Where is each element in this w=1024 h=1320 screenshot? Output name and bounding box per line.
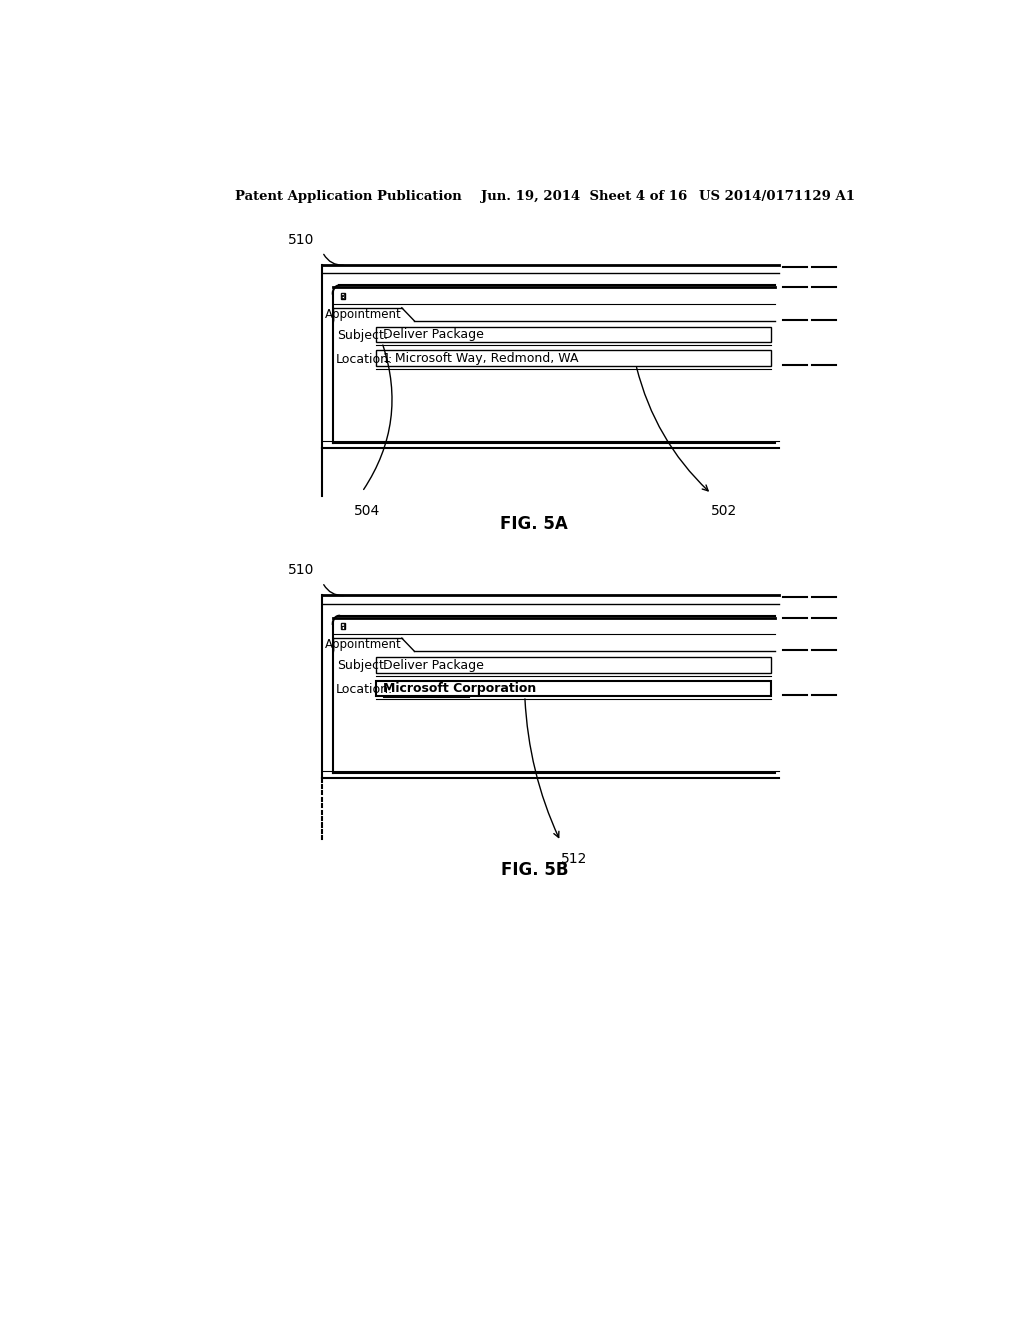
Text: 510: 510	[288, 232, 314, 247]
Bar	[341, 623, 345, 630]
Bar	[377, 327, 771, 342]
Text: US 2014/0171129 A1: US 2014/0171129 A1	[699, 190, 855, 202]
Text: Deliver Package: Deliver Package	[383, 659, 483, 672]
Text: Jun. 19, 2014  Sheet 4 of 16: Jun. 19, 2014 Sheet 4 of 16	[481, 190, 687, 202]
Text: Deliver Package: Deliver Package	[383, 329, 483, 342]
Text: Appointment: Appointment	[325, 308, 401, 321]
Text: Appointment: Appointment	[325, 639, 401, 651]
Bar	[341, 296, 344, 298]
Text: 502: 502	[712, 504, 737, 517]
Text: Location:: Location:	[336, 684, 393, 697]
Text: Microsoft Corporation: Microsoft Corporation	[383, 682, 536, 694]
Bar	[341, 627, 344, 628]
Bar	[341, 293, 345, 298]
Text: 512: 512	[560, 851, 587, 866]
Text: Location:: Location:	[336, 354, 393, 366]
Bar	[377, 681, 771, 696]
Text: FIG. 5B: FIG. 5B	[501, 861, 568, 879]
Text: Subject:: Subject:	[337, 659, 388, 672]
Bar	[377, 657, 771, 673]
Bar	[341, 293, 344, 296]
Text: Subject:: Subject:	[337, 329, 388, 342]
Bar	[377, 351, 771, 366]
Bar	[341, 623, 344, 626]
Text: Patent Application Publication: Patent Application Publication	[236, 190, 462, 202]
Text: 504: 504	[354, 504, 381, 517]
Text: 510: 510	[288, 564, 314, 577]
Text: 1 Microsoft Way, Redmond, WA: 1 Microsoft Way, Redmond, WA	[383, 351, 579, 364]
Text: FIG. 5A: FIG. 5A	[501, 515, 568, 533]
